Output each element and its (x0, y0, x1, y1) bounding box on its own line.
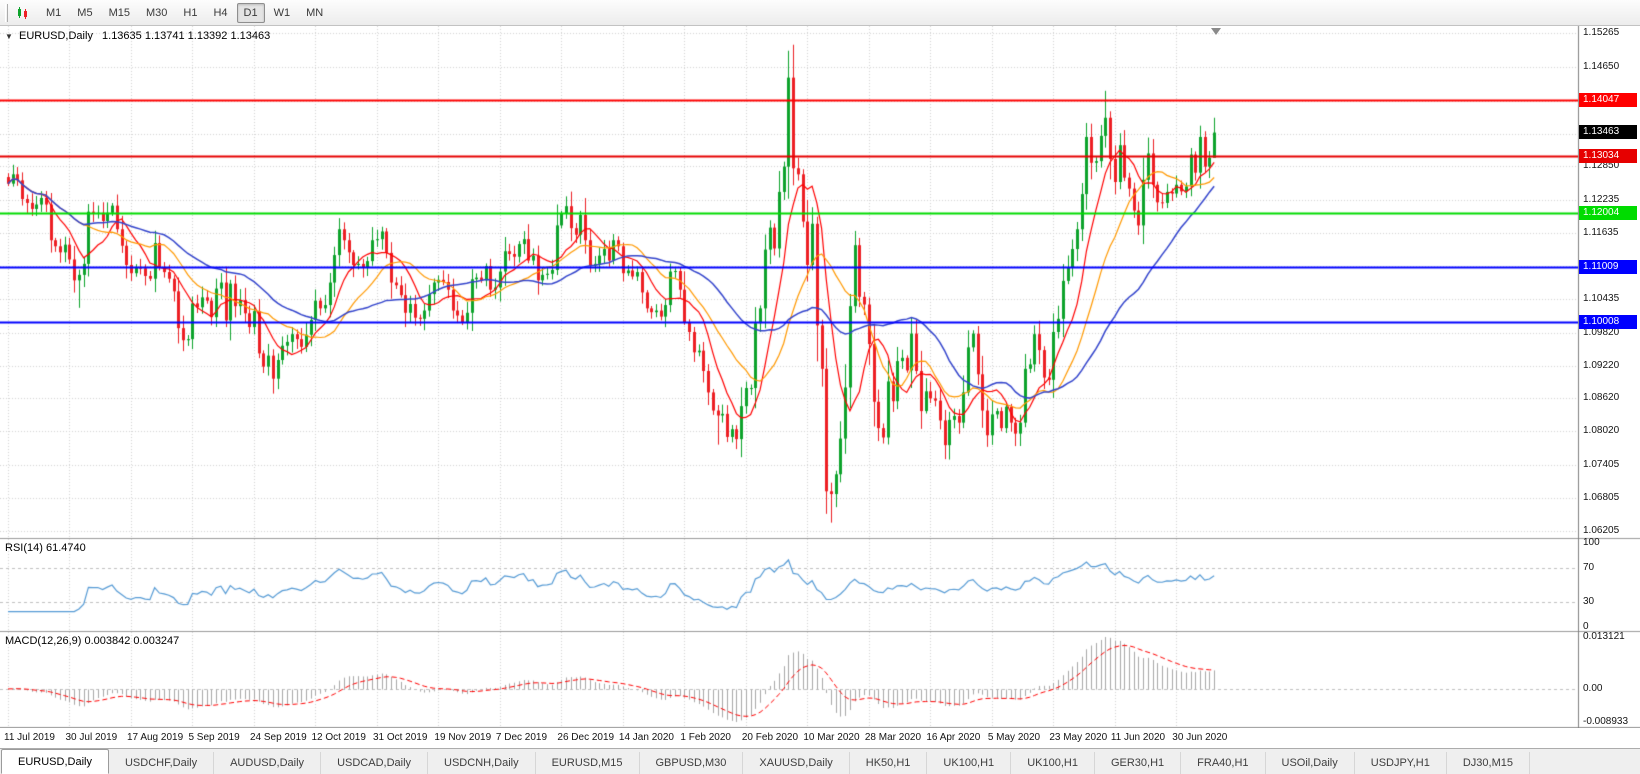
timeframe-button-mn[interactable]: MN (306, 6, 324, 19)
toolbar-grip[interactable] (5, 3, 8, 22)
date-axis-label: 7 Dec 2019 (495, 732, 548, 743)
price-axis-label: 1.14650 (1583, 61, 1620, 73)
date-axis-label: 26 Dec 2019 (557, 732, 615, 743)
timeframe-button-w1[interactable]: W1 (273, 6, 291, 19)
macd-axis-label: -0.008933 (1583, 716, 1629, 727)
chart-ohlc-values: 1.13635 1.13741 1.13392 1.13463 (102, 30, 271, 42)
date-axis-label: 10 Mar 2020 (803, 732, 860, 743)
date-axis-label: 19 Nov 2019 (434, 732, 492, 743)
macd-axis-label: 0.013121 (1583, 631, 1625, 642)
chart-tab-fra40-h1[interactable]: FRA40,H1 (1181, 752, 1266, 774)
date-axis-label: 24 Sep 2019 (249, 732, 307, 743)
timeframe-buttons: M1 M5 M15 M30 H1 H4 D1 W1 MN (38, 2, 331, 23)
chart-tab-uk100-h1[interactable]: UK100,H1 (1011, 752, 1095, 774)
date-axis-label: 11 Jul 2019 (4, 732, 55, 743)
timeframe-button-m5[interactable]: M5 (77, 6, 93, 19)
date-axis-label: 17 Aug 2019 (126, 732, 184, 743)
price-axis-label: 1.07405 (1583, 459, 1620, 471)
hline-price-badge: 1.12004 (1579, 205, 1637, 220)
date-axis-label: 16 Apr 2020 (926, 732, 981, 743)
date-axis-label: 5 May 2020 (987, 732, 1041, 743)
rsi-label: RSI(14) 61.4740 (5, 542, 86, 554)
chart-tab-eurusd-daily[interactable]: EURUSD,Daily (1, 749, 109, 774)
date-axis-label: 28 Mar 2020 (864, 732, 922, 743)
price-axis-label: 1.15265 (1583, 27, 1620, 39)
chart-shift-marker[interactable] (1211, 28, 1222, 35)
price-axis-label: 1.12850 (1583, 160, 1620, 172)
macd-label: MACD(12,26,9) 0.003842 0.003247 (5, 635, 180, 647)
rsi-axis-label: 70 (1583, 562, 1595, 574)
price-axis-label: 1.08020 (1583, 425, 1620, 437)
chart-tab-uk100-h1[interactable]: UK100,H1 (927, 752, 1012, 774)
date-axis[interactable]: 11 Jul 2019 30 Jul 2019 17 Aug 2019 5 Sep 2… (0, 728, 1640, 748)
date-axis-label: 30 Jun 2020 (1172, 732, 1228, 743)
chart-symbol-period: EURUSD,Daily (18, 30, 93, 42)
chart-tab-usdcnh-daily[interactable]: USDCNH,Daily (428, 752, 536, 774)
chart-tab-dj30-m15[interactable]: DJ30,M15 (1447, 752, 1530, 774)
price-axis-label: 1.06205 (1583, 525, 1620, 537)
price-axis-label: 1.10435 (1583, 292, 1620, 304)
chart-tab-hk50-h1[interactable]: HK50,H1 (850, 752, 928, 774)
hline-price-badge: 1.13034 (1579, 148, 1637, 163)
date-axis-label: 5 Sep 2019 (188, 732, 240, 743)
chart-canvas[interactable] (0, 26, 1640, 728)
date-axis-label: 12 Oct 2019 (311, 732, 366, 743)
timeframe-button-m30[interactable]: M30 (145, 6, 168, 19)
chart-tabs-bar: EURUSD,Daily USDCHF,Daily AUDUSD,Daily USDC… (0, 748, 1640, 774)
rsi-axis-label: 100 (1583, 537, 1600, 548)
timeframe-toolbar: M1 M5 M15 M30 H1 H4 D1 W1 MN (0, 0, 1640, 26)
date-axis-label: 20 Feb 2020 (741, 732, 799, 743)
date-axis-label: 1 Feb 2020 (680, 732, 731, 743)
timeframe-button-m1[interactable]: M1 (46, 6, 62, 19)
hline-price-badge: 1.11009 (1579, 260, 1637, 275)
price-axis-label: 1.08620 (1583, 392, 1620, 404)
chart-tab-xauusd-daily[interactable]: XAUUSD,Daily (743, 752, 850, 774)
chart-tab-gbpusd-m30[interactable]: GBPUSD,M30 (640, 752, 744, 774)
chart-tab-audusd-daily[interactable]: AUDUSD,Daily (214, 752, 322, 774)
timeframe-button-h4[interactable]: H4 (213, 6, 228, 19)
price-axis-label: 1.12235 (1583, 193, 1620, 205)
chart-tab-usdjpy-h1[interactable]: USDJPY,H1 (1355, 752, 1447, 774)
price-axis-label: 1.09220 (1583, 359, 1620, 371)
chart-title: ▼ EURUSD,Daily 1.13635 1.13741 1.13392 1… (5, 30, 270, 42)
chart-icon[interactable] (14, 4, 32, 22)
hline-price-badge: 1.10008 (1579, 315, 1637, 330)
date-axis-label: 23 May 2020 (1049, 732, 1108, 743)
date-axis-label: 31 Oct 2019 (372, 732, 428, 743)
timeframe-button-m15[interactable]: M15 (108, 6, 130, 19)
hline-price-badge: 1.14047 (1579, 93, 1637, 108)
timeframe-button-h1[interactable]: H1 (183, 6, 198, 19)
chart-dropdown-icon[interactable]: ▼ (5, 32, 13, 41)
price-axis-label: 1.11635 (1583, 226, 1619, 238)
chart-tab-usdchf-daily[interactable]: USDCHF,Daily (109, 752, 215, 774)
price-axis-label: 1.06805 (1583, 492, 1620, 504)
chart-tab-usdcad-daily[interactable]: USDCAD,Daily (321, 752, 429, 774)
chart-tab-eurusd-m15[interactable]: EURUSD,M15 (536, 752, 640, 774)
current-price-badge: 1.13463 (1579, 125, 1637, 140)
date-axis-label: 30 Jul 2019 (65, 732, 118, 743)
rsi-axis-label: 0 (1583, 621, 1589, 632)
chart-tab-usoil-daily[interactable]: USOil,Daily (1266, 752, 1355, 774)
macd-axis-label: 0.00 (1583, 682, 1603, 694)
date-axis-label: 11 Jun 2020 (1110, 732, 1166, 743)
timeframe-button-d1[interactable]: D1 (236, 2, 265, 23)
rsi-axis-label: 30 (1583, 595, 1595, 607)
price-axis-label: 1.09820 (1583, 326, 1620, 338)
date-axis-label: 14 Jan 2020 (618, 732, 674, 743)
chart-window: ▼ EURUSD,Daily 1.13635 1.13741 1.13392 1… (0, 26, 1640, 728)
chart-tab-ger30-h1[interactable]: GER30,H1 (1095, 752, 1182, 774)
